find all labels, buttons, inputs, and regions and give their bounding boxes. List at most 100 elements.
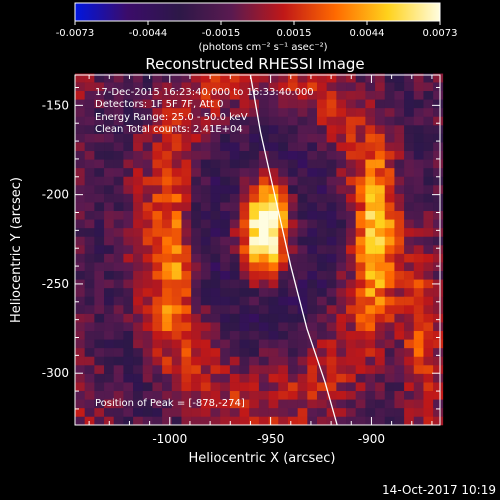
heatmap-cell xyxy=(200,150,211,160)
heatmap-cell xyxy=(162,150,173,160)
heatmap-cell xyxy=(278,313,289,323)
heatmap-cell xyxy=(394,142,405,152)
heatmap-cell xyxy=(162,270,173,280)
heatmap-cell xyxy=(297,356,308,366)
heatmap-cell xyxy=(326,365,337,374)
heatmap-cell xyxy=(433,150,444,160)
heatmap-cell xyxy=(404,407,415,417)
heatmap-cell xyxy=(229,202,240,212)
heatmap-cell xyxy=(423,270,434,280)
heatmap-cell xyxy=(191,107,202,117)
heatmap-cell xyxy=(181,262,192,272)
heatmap-cell xyxy=(287,99,298,109)
heatmap-cell xyxy=(278,202,289,212)
heatmap-cell xyxy=(365,185,376,194)
heatmap-cell xyxy=(181,219,192,229)
heatmap-cell xyxy=(200,330,211,340)
heatmap-cell xyxy=(152,399,163,409)
heatmap-cell xyxy=(433,356,444,366)
heatmap-cell xyxy=(336,313,347,323)
heatmap-cell xyxy=(394,73,405,83)
heatmap-cell xyxy=(268,382,279,392)
heatmap-cell xyxy=(133,305,144,314)
heatmap-cell xyxy=(346,313,357,323)
heatmap-cell xyxy=(307,125,318,134)
heatmap-cell xyxy=(297,339,308,349)
heatmap-cell xyxy=(229,296,240,306)
heatmap-cell xyxy=(346,339,357,349)
heatmap-cell xyxy=(268,365,279,374)
heatmap-cell xyxy=(423,253,434,263)
heatmap-cell xyxy=(94,245,105,254)
heatmap-cell xyxy=(287,219,298,229)
heatmap-cell xyxy=(423,159,434,169)
heatmap-cell xyxy=(152,296,163,306)
heatmap-cell xyxy=(229,185,240,194)
heatmap-cell xyxy=(316,382,327,392)
heatmap-cell xyxy=(326,330,337,340)
heatmap-cell xyxy=(384,219,395,229)
heatmap-cell xyxy=(104,176,115,186)
heatmap-cell xyxy=(365,73,376,83)
heatmap-cell xyxy=(375,219,386,229)
heatmap-cell xyxy=(142,90,153,100)
heatmap-cell xyxy=(394,185,405,194)
heatmap-cell xyxy=(404,253,415,263)
heatmap-cell xyxy=(229,313,240,323)
heatmap-cell xyxy=(326,245,337,254)
heatmap-cell xyxy=(220,365,231,374)
heatmap-cell xyxy=(84,202,95,212)
heatmap-cell xyxy=(336,322,347,332)
heatmap-cell xyxy=(346,279,357,289)
heatmap-cell xyxy=(404,82,415,92)
heatmap-cell xyxy=(307,202,318,212)
heatmap-cell xyxy=(239,339,250,349)
heatmap-cell xyxy=(210,193,221,203)
heatmap-cell xyxy=(152,193,163,203)
heatmap-cell xyxy=(423,399,434,409)
heatmap-cell xyxy=(268,193,279,203)
heatmap-cell xyxy=(268,373,279,383)
heatmap-cell xyxy=(191,159,202,169)
heatmap-cell xyxy=(365,296,376,306)
heatmap-cell xyxy=(152,107,163,117)
heatmap-cell xyxy=(162,416,173,426)
heatmap-cell xyxy=(152,382,163,392)
overlay-energy: Energy Range: 25.0 - 50.0 keV xyxy=(95,112,248,123)
heatmap-cell xyxy=(268,90,279,100)
heatmap-cell xyxy=(191,167,202,177)
heatmap-cell xyxy=(297,407,308,417)
heatmap-cell xyxy=(355,210,366,220)
heatmap-cell xyxy=(75,365,85,374)
heatmap-cell xyxy=(191,150,202,160)
heatmap-cell xyxy=(413,142,424,152)
heatmap-cell xyxy=(433,125,444,134)
heatmap-cell xyxy=(113,219,124,229)
heatmap-cell xyxy=(394,150,405,160)
heatmap-cell xyxy=(355,399,366,409)
heatmap-cell xyxy=(384,390,395,400)
heatmap-cell xyxy=(220,339,231,349)
heatmap-cell xyxy=(365,125,376,134)
heatmap-cell xyxy=(365,236,376,246)
heatmap-cell xyxy=(142,99,153,109)
heatmap-cell xyxy=(375,236,386,246)
heatmap-cell xyxy=(210,416,221,426)
heatmap-cell xyxy=(268,245,279,254)
heatmap-cell xyxy=(239,356,250,366)
heatmap-cell xyxy=(220,236,231,246)
heatmap-cell xyxy=(123,245,134,254)
heatmap-cell xyxy=(200,407,211,417)
heatmap-cell xyxy=(123,347,134,357)
heatmap-cell xyxy=(113,339,124,349)
heatmap-cell xyxy=(297,210,308,220)
heatmap-cell xyxy=(394,365,405,374)
heatmap-cell xyxy=(316,219,327,229)
heatmap-cell xyxy=(220,347,231,357)
heatmap-cell xyxy=(365,245,376,254)
heatmap-cell xyxy=(220,270,231,280)
heatmap-cell xyxy=(94,202,105,212)
heatmap-cell xyxy=(200,305,211,314)
heatmap-cell xyxy=(384,399,395,409)
heatmap-cell xyxy=(133,185,144,194)
